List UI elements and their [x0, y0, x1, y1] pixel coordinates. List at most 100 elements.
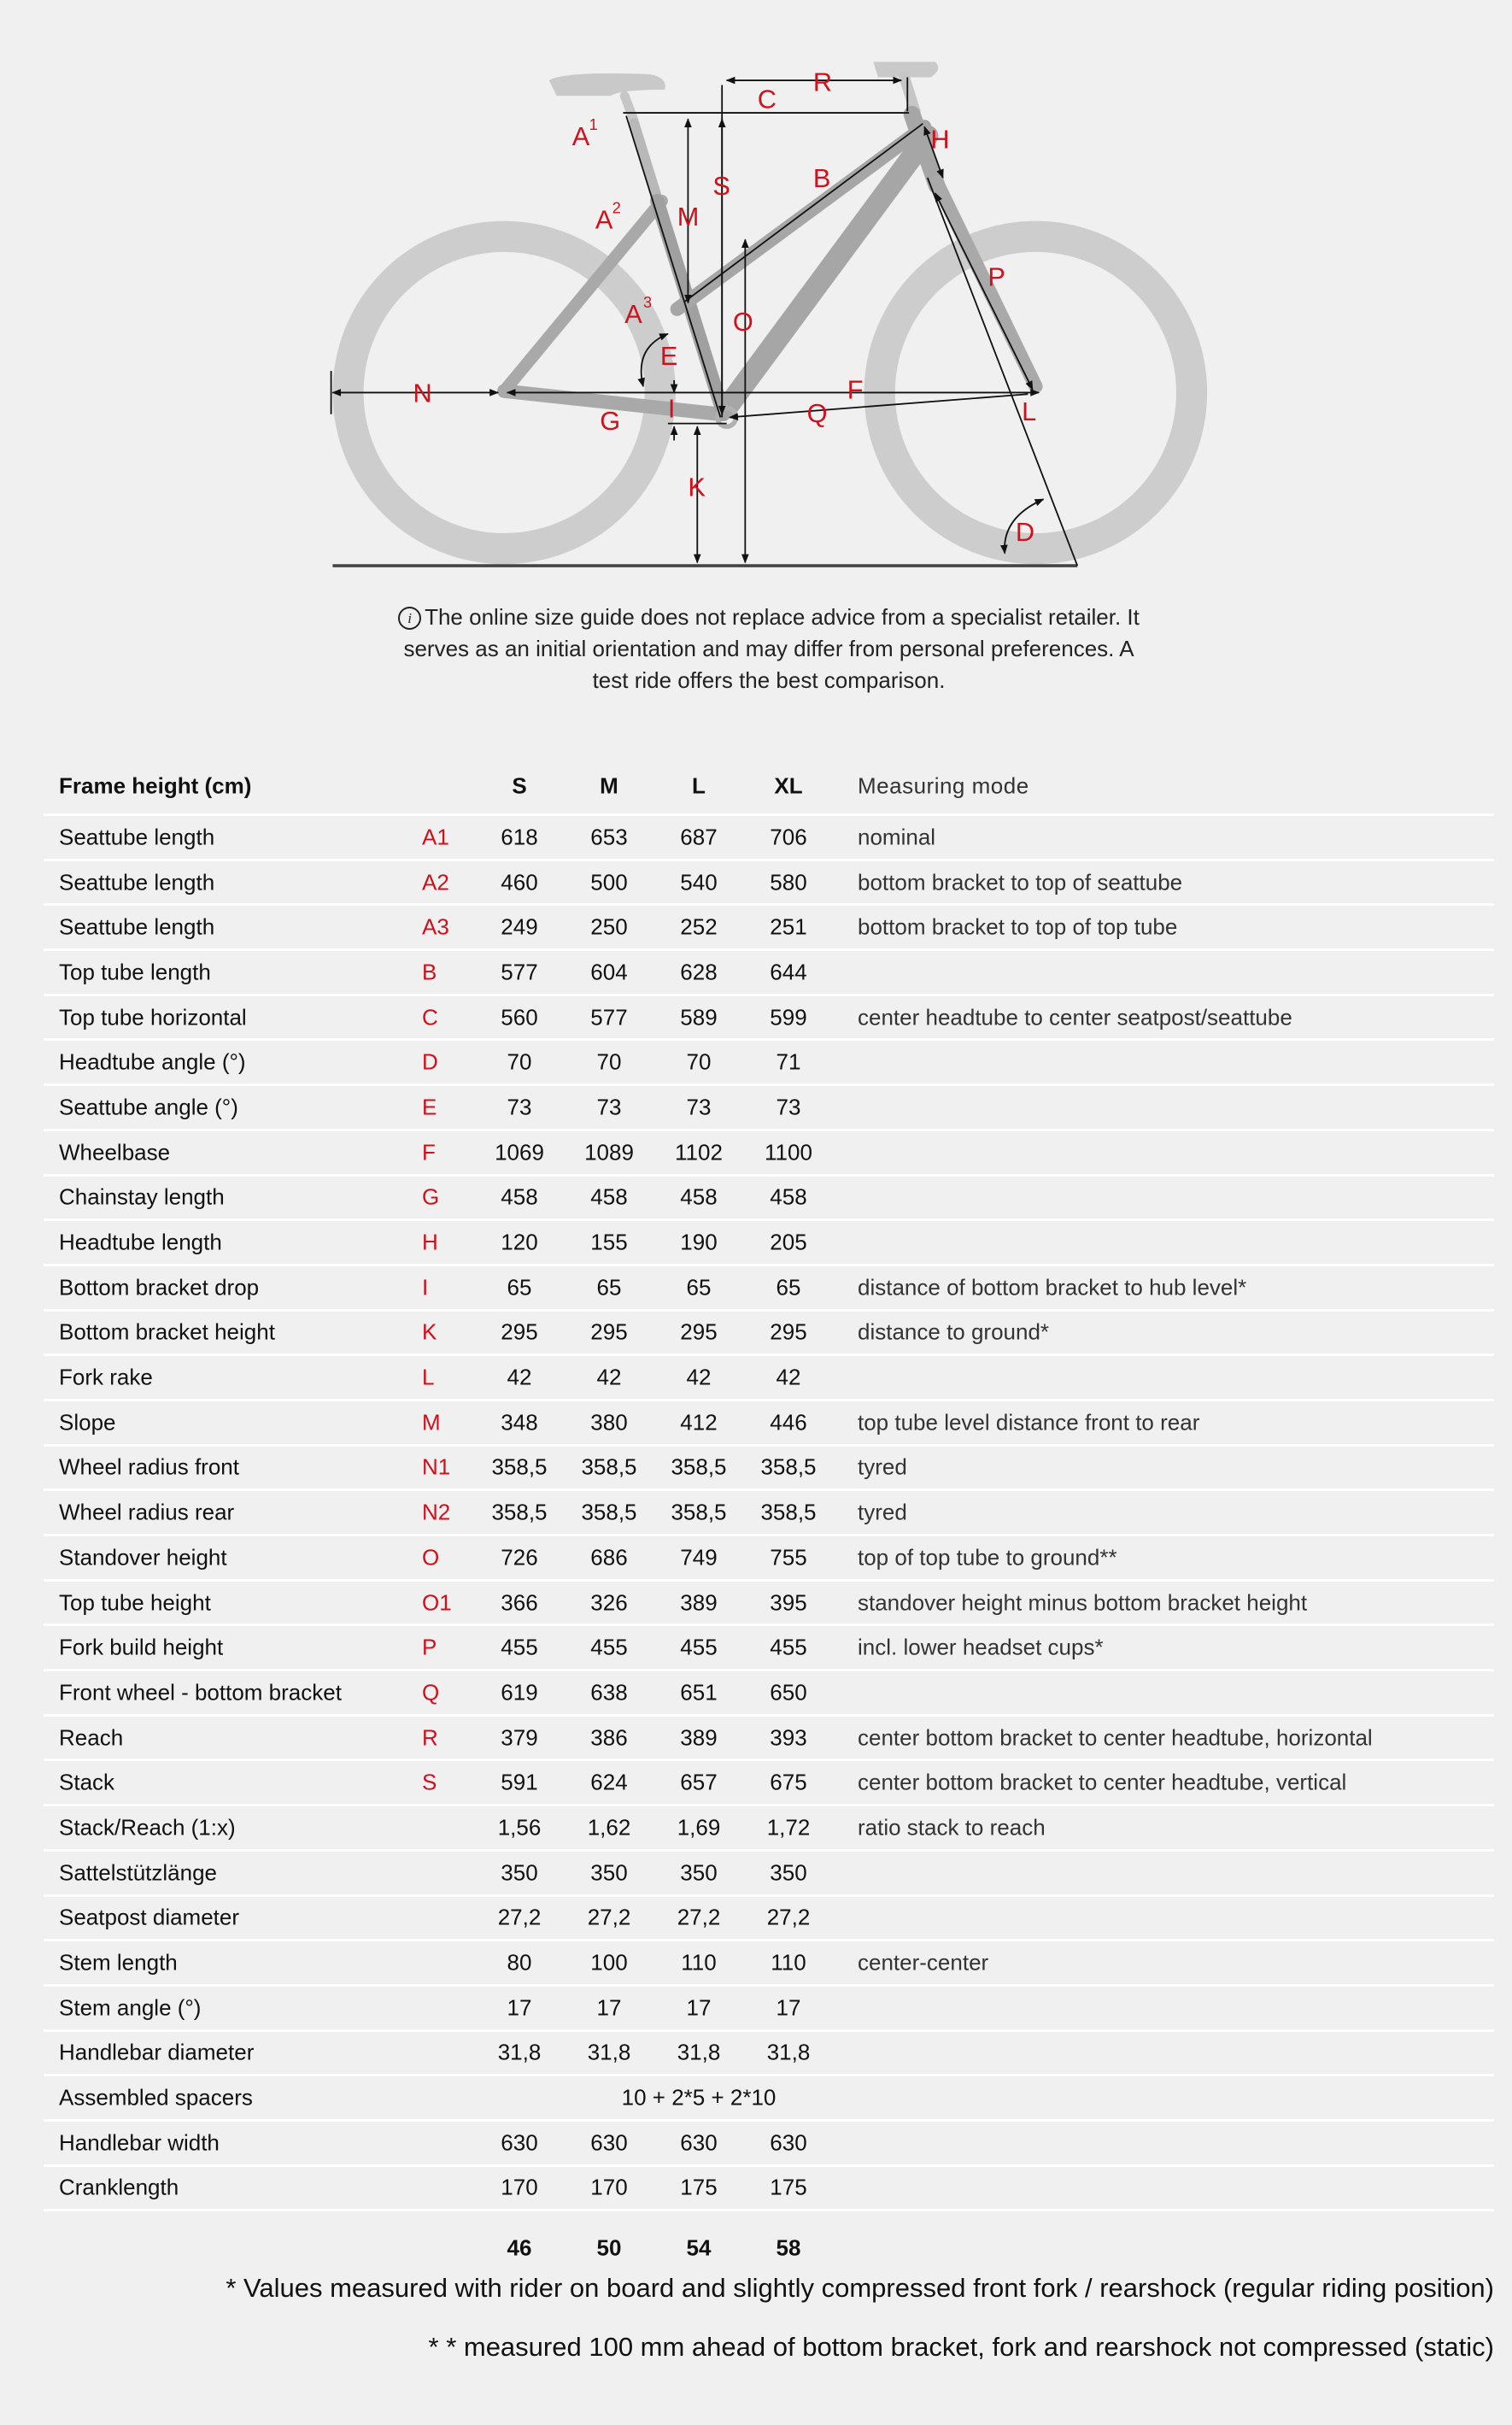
label-s: S: [712, 171, 730, 201]
row-value: 619: [501, 1679, 538, 1706]
table-row: Top tube horizontal C 560 577 589 599 center h…: [44, 996, 1494, 1042]
row-value: 110: [771, 1949, 806, 1976]
row-value: 577: [590, 1004, 628, 1030]
row-label: Seattube length: [59, 869, 215, 895]
table-row: Chainstay length G 458 458 458 458: [44, 1177, 1494, 1222]
row-value: 190: [680, 1229, 718, 1255]
label-o: O: [733, 307, 753, 337]
row-value: 630: [680, 2129, 718, 2156]
row-value: 27,2: [766, 1904, 811, 1930]
row-value: 42: [596, 1364, 622, 1390]
row-value: 393: [770, 1724, 807, 1751]
row-value: 73: [596, 1094, 622, 1120]
table-row: Top tube height O1 366 326 389 395 standover h…: [44, 1582, 1494, 1627]
row-letter: K: [422, 1318, 437, 1345]
row-value: 295: [590, 1318, 628, 1345]
row-value: 71: [776, 1048, 801, 1075]
row-letter: A3: [422, 913, 449, 940]
row-value: 65: [507, 1274, 532, 1301]
row-value: 73: [776, 1094, 801, 1120]
row-value: 175: [680, 2174, 718, 2200]
table-row: Fork build height P 455 455 455 455 incl. lowe…: [44, 1626, 1494, 1672]
table-row: Top tube length B 577 604 628 644: [44, 951, 1494, 996]
row-value: 27,2: [497, 1904, 542, 1930]
frame-size-xl: 58: [776, 2234, 801, 2261]
row-letter: N1: [422, 1453, 451, 1480]
row-value: 70: [686, 1048, 712, 1075]
row-value: 17: [596, 1994, 622, 2021]
row-value: 100: [590, 1949, 628, 1976]
row-value: 591: [501, 1769, 538, 1795]
table-row: Assembled spacers 10 + 2*5 + 2*10: [44, 2076, 1494, 2122]
row-label: Stem angle (°): [59, 1994, 202, 2021]
row-label: Chainstay length: [59, 1183, 225, 1210]
row-value: 458: [680, 1183, 718, 1210]
row-value: 386: [590, 1724, 628, 1751]
disclaimer-line-1: i The online size guide does not replace …: [342, 602, 1196, 633]
table-row: Stem angle (°) 17 17 17 17: [44, 1987, 1494, 2032]
table-header: Frame height (cm) S M L XL Measuring mod…: [44, 759, 1494, 816]
row-value: 42: [507, 1364, 532, 1390]
header-size-s: S: [512, 772, 527, 799]
table-row: Seattube length A2 460 500 540 580 bottom brac…: [44, 861, 1494, 907]
table-row: Handlebar diameter 31,8 31,8 31,8 31,8: [44, 2032, 1494, 2077]
row-value: 326: [590, 1589, 628, 1616]
row-letter: O: [422, 1544, 440, 1571]
table-row: Seattube length A3 249 250 252 251 bottom brac…: [44, 906, 1494, 952]
row-measuring-mode: nominal: [858, 824, 936, 850]
row-value: 251: [770, 913, 807, 940]
row-label: Headtube angle (°): [59, 1048, 246, 1075]
table-row: Sattelstützlänge 350 350 350 350: [44, 1852, 1494, 1897]
label-a1: A: [572, 121, 590, 151]
row-value: 31,8: [587, 2039, 631, 2065]
row-label: Wheel radius rear: [59, 1499, 235, 1525]
label-f: F: [847, 375, 864, 405]
row-letter: F: [422, 1139, 436, 1166]
row-value: 458: [501, 1183, 538, 1210]
disclaimer-text: The online size guide does not replace a…: [425, 604, 1140, 630]
row-value: 295: [501, 1318, 538, 1345]
row-value: 350: [590, 1859, 628, 1886]
label-b: B: [813, 163, 831, 193]
row-value: 458: [590, 1183, 628, 1210]
row-measuring-mode: ratio stack to reach: [858, 1814, 1046, 1841]
row-value: 651: [680, 1679, 718, 1706]
row-value: 170: [501, 2174, 538, 2200]
row-letter: N2: [422, 1499, 451, 1525]
label-p: P: [987, 262, 1005, 292]
row-label: Handlebar width: [59, 2129, 220, 2156]
row-value: 17: [776, 1994, 801, 2021]
row-value: 80: [507, 1949, 532, 1976]
dimension-labels: A 1 A 2 A 3 B C D E F G H I K L M N O P …: [413, 68, 1036, 547]
row-value: 560: [501, 1004, 538, 1030]
table-row: Wheel radius rear N2 358,5 358,5 358,5 358,5 t…: [44, 1491, 1494, 1536]
row-value: 155: [590, 1229, 628, 1255]
row-value: 31,8: [766, 2039, 811, 2065]
row-value: 73: [507, 1094, 532, 1120]
row-value: 726: [501, 1544, 538, 1571]
row-value: 657: [680, 1769, 718, 1795]
row-letter: E: [422, 1094, 437, 1120]
row-value: 17: [686, 1994, 712, 2021]
row-label: Sattelstützlänge: [59, 1859, 218, 1886]
row-value: 540: [680, 869, 718, 895]
row-value: 389: [680, 1724, 718, 1751]
row-label: Front wheel - bottom bracket: [59, 1679, 342, 1706]
label-c: C: [758, 85, 777, 114]
row-value: 27,2: [677, 1904, 721, 1930]
header-size-xl: XL: [774, 772, 803, 799]
row-value: 638: [590, 1679, 628, 1706]
row-measuring-mode: distance of bottom bracket to hub level*: [858, 1274, 1247, 1301]
row-letter: G: [422, 1183, 440, 1210]
bike-geometry-diagram: A 1 A 2 A 3 B C D E F G H I K L M N O P …: [330, 62, 1208, 567]
row-value: 1,72: [766, 1814, 811, 1841]
row-value: 358,5: [760, 1453, 817, 1480]
row-value: 653: [590, 824, 628, 850]
row-measuring-mode: top of top tube to ground**: [858, 1544, 1117, 1571]
label-a3-sup: 3: [643, 294, 652, 311]
row-letter: C: [422, 1004, 438, 1030]
table-row: Handlebar width 630 630 630 630: [44, 2122, 1494, 2167]
row-value: 389: [680, 1589, 718, 1616]
size-guide-disclaimer: i The online size guide does not replace …: [342, 602, 1196, 696]
row-letter: A2: [422, 869, 449, 895]
